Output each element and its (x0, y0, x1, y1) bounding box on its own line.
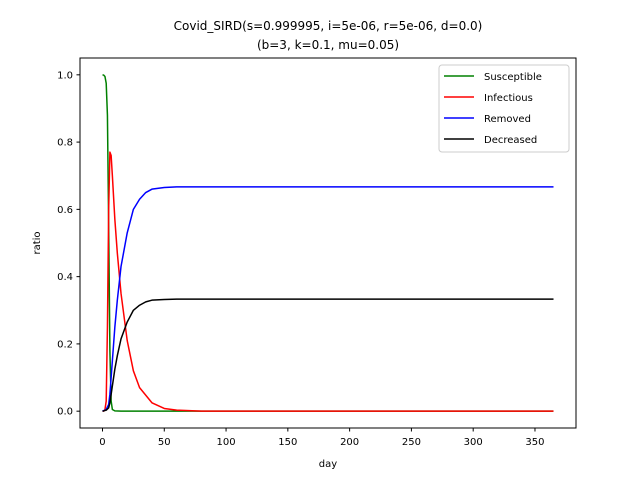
x-tick-label: 300 (464, 437, 483, 448)
x-tick-label: 50 (158, 437, 171, 448)
plot-area (79, 57, 577, 429)
y-tick-label: 0.2 (57, 339, 73, 350)
series-layer (102, 74, 554, 412)
y-tick-label: 0.4 (57, 272, 73, 283)
legend-label-decreased: Decreased (484, 135, 537, 146)
x-axis: 0 50 100 150 200 250 300 350 (99, 428, 545, 448)
legend-label-infectious: Infectious (484, 93, 533, 104)
x-tick-label: 350 (525, 437, 544, 448)
y-tick-label: 0.8 (57, 138, 73, 149)
y-axis-label: ratio (32, 231, 43, 254)
y-axis: 0.0 0.2 0.4 0.6 0.8 1.0 (57, 70, 80, 418)
series-line-removed (102, 186, 554, 412)
x-tick-label: 250 (402, 437, 421, 448)
y-tick-label: 1.0 (57, 70, 73, 81)
series-line-infectious (102, 151, 554, 412)
plot-frame (79, 57, 577, 429)
x-tick-label: 150 (278, 437, 297, 448)
legend-box (438, 64, 570, 153)
chart-subtitle: (b=3, k=0.1, mu=0.05) (257, 38, 399, 52)
legend: Susceptible Infectious Removed Decreased (438, 64, 570, 153)
legend-items: Susceptible Infectious Removed Decreased (444, 72, 542, 146)
series-line-decreased (102, 298, 554, 412)
x-tick-label: 0 (99, 437, 105, 448)
legend-label-removed: Removed (484, 114, 531, 125)
y-tick-label: 0.0 (57, 407, 73, 418)
y-tick-label: 0.6 (57, 205, 73, 216)
x-tick-label: 200 (340, 437, 359, 448)
chart-title: Covid_SIRD(s=0.999995, i=5e-06, r=5e-06,… (174, 19, 483, 33)
x-tick-label: 100 (217, 437, 236, 448)
x-axis-label: day (319, 459, 337, 470)
legend-label-susceptible: Susceptible (484, 72, 542, 83)
